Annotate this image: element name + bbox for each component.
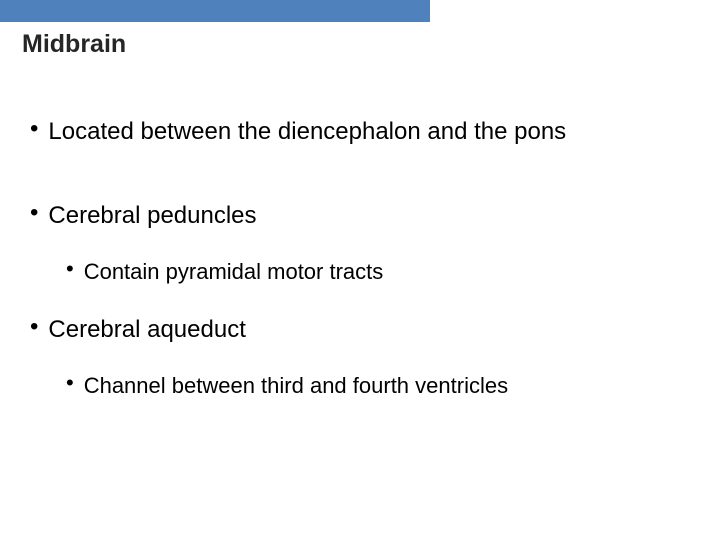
bullet-dot: • [66,258,74,280]
header-bar [0,0,430,22]
bullet-text: Cerebral peduncles [48,201,578,231]
sub-bullet-item: • Contain pyramidal motor tracts [66,258,383,286]
bullet-item: • Located between the diencephalon and t… [30,117,578,147]
bullet-dot: • [30,117,38,141]
slide: Midbrain • Located between the diencepha… [0,0,720,540]
bullet-dot: • [30,201,38,225]
bullet-text: Cerebral aqueduct [48,315,578,345]
bullet-dot: • [30,315,38,339]
bullet-item: • Cerebral aqueduct [30,315,578,345]
sub-bullet-item: • Channel between third and fourth ventr… [66,372,508,400]
bullet-text: Located between the diencephalon and the… [48,117,578,147]
bullet-text: Contain pyramidal motor tracts [84,258,384,286]
bullet-item: • Cerebral peduncles [30,201,578,231]
bullet-dot: • [66,372,74,394]
bullet-text: Channel between third and fourth ventric… [84,372,508,400]
slide-title: Midbrain [22,30,126,59]
